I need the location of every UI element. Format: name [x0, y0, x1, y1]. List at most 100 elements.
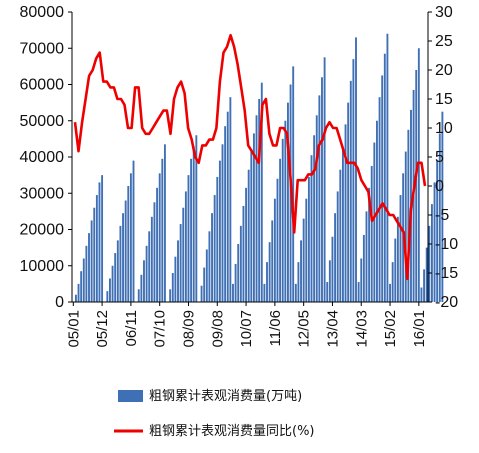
- bar: [302, 218, 305, 303]
- bar: [171, 273, 174, 302]
- left-tick-label: 80000: [20, 4, 65, 21]
- bar: [137, 289, 140, 302]
- x-tick-label: 05/12: [94, 310, 111, 348]
- bar: [200, 285, 203, 302]
- bar: [174, 256, 177, 302]
- bar: [80, 271, 83, 302]
- bar: [163, 144, 166, 302]
- bar: [386, 33, 389, 302]
- bar: [425, 247, 428, 303]
- bar: [347, 102, 350, 303]
- bar: [255, 115, 258, 302]
- left-tick-label: 40000: [20, 149, 65, 166]
- bar: [279, 158, 282, 302]
- right-tick-label: -15: [435, 265, 458, 282]
- bar: [177, 240, 179, 303]
- x-tick-label: 11/06: [267, 310, 284, 346]
- bar: [368, 187, 371, 302]
- bar: [184, 191, 187, 302]
- bar: [360, 258, 363, 302]
- bar: [127, 186, 130, 302]
- axes-layer: [68, 11, 432, 306]
- bar: [208, 231, 211, 302]
- x-tick-label: 13/04: [325, 310, 342, 348]
- bar: [284, 120, 287, 302]
- bar: [218, 160, 221, 303]
- bar: [148, 231, 151, 302]
- x-tick-label: 08/09: [181, 310, 198, 348]
- bar: [396, 216, 399, 302]
- bar: [156, 187, 159, 302]
- right-tick-label: 30: [435, 4, 453, 21]
- bar: [381, 75, 384, 302]
- bar: [192, 146, 195, 303]
- bar: [226, 111, 229, 302]
- bar: [234, 263, 237, 302]
- bar: [339, 169, 342, 302]
- bar: [101, 175, 104, 303]
- bar: [370, 166, 373, 302]
- left-tick-label: 60000: [20, 77, 65, 94]
- bar: [378, 97, 381, 302]
- bar: [182, 207, 185, 302]
- bar: [273, 198, 276, 302]
- bar: [179, 224, 182, 302]
- bar: [310, 155, 313, 302]
- bar: [323, 57, 326, 303]
- bar: [245, 187, 248, 302]
- bar: [433, 182, 436, 303]
- bar: [394, 238, 397, 302]
- bar: [355, 37, 357, 303]
- right-tick-label: 10: [435, 120, 453, 137]
- bar: [415, 70, 418, 302]
- bar: [420, 287, 423, 302]
- bar: [365, 211, 368, 303]
- left-tick-label: 10000: [20, 258, 65, 275]
- bar: [328, 260, 331, 302]
- bar: [389, 283, 391, 303]
- right-tick-label: 20: [435, 62, 453, 79]
- left-tick-label: 70000: [20, 40, 65, 57]
- bar: [441, 111, 444, 302]
- bar: [258, 99, 261, 302]
- bar: [407, 129, 410, 302]
- bar: [153, 202, 156, 302]
- bar: [373, 142, 376, 302]
- bar: [404, 151, 407, 302]
- bar: [95, 195, 98, 302]
- bar: [239, 225, 242, 303]
- bar: [203, 267, 206, 302]
- bar: [224, 126, 227, 302]
- bar: [252, 133, 255, 302]
- bar: [331, 236, 334, 302]
- bar: [305, 198, 308, 302]
- bar: [150, 216, 153, 302]
- right-tick-label: 0: [435, 178, 444, 195]
- bar: [109, 278, 111, 302]
- bar: [221, 144, 224, 302]
- bar: [161, 158, 164, 302]
- x-tick-label: 05/01: [65, 310, 82, 348]
- left-tick-label: 0: [55, 294, 64, 311]
- bar: [169, 289, 172, 302]
- bar: [114, 253, 117, 302]
- bar: [250, 151, 253, 302]
- bar: [98, 182, 101, 303]
- bar: [357, 282, 360, 302]
- bar: [287, 102, 289, 303]
- bar: [88, 233, 90, 303]
- bar: [232, 283, 234, 303]
- bar: [260, 82, 263, 302]
- right-tick-label: -5: [435, 207, 449, 224]
- bar: [268, 242, 271, 302]
- bar: [145, 245, 148, 302]
- legend-label-line: 粗钢累计表观消费量同比(%): [149, 424, 315, 439]
- bar: [129, 173, 132, 302]
- bar: [428, 225, 431, 303]
- bar: [294, 283, 297, 303]
- bar: [438, 133, 441, 302]
- bars-layer: [74, 33, 444, 303]
- bar: [195, 135, 198, 302]
- bar: [436, 160, 439, 303]
